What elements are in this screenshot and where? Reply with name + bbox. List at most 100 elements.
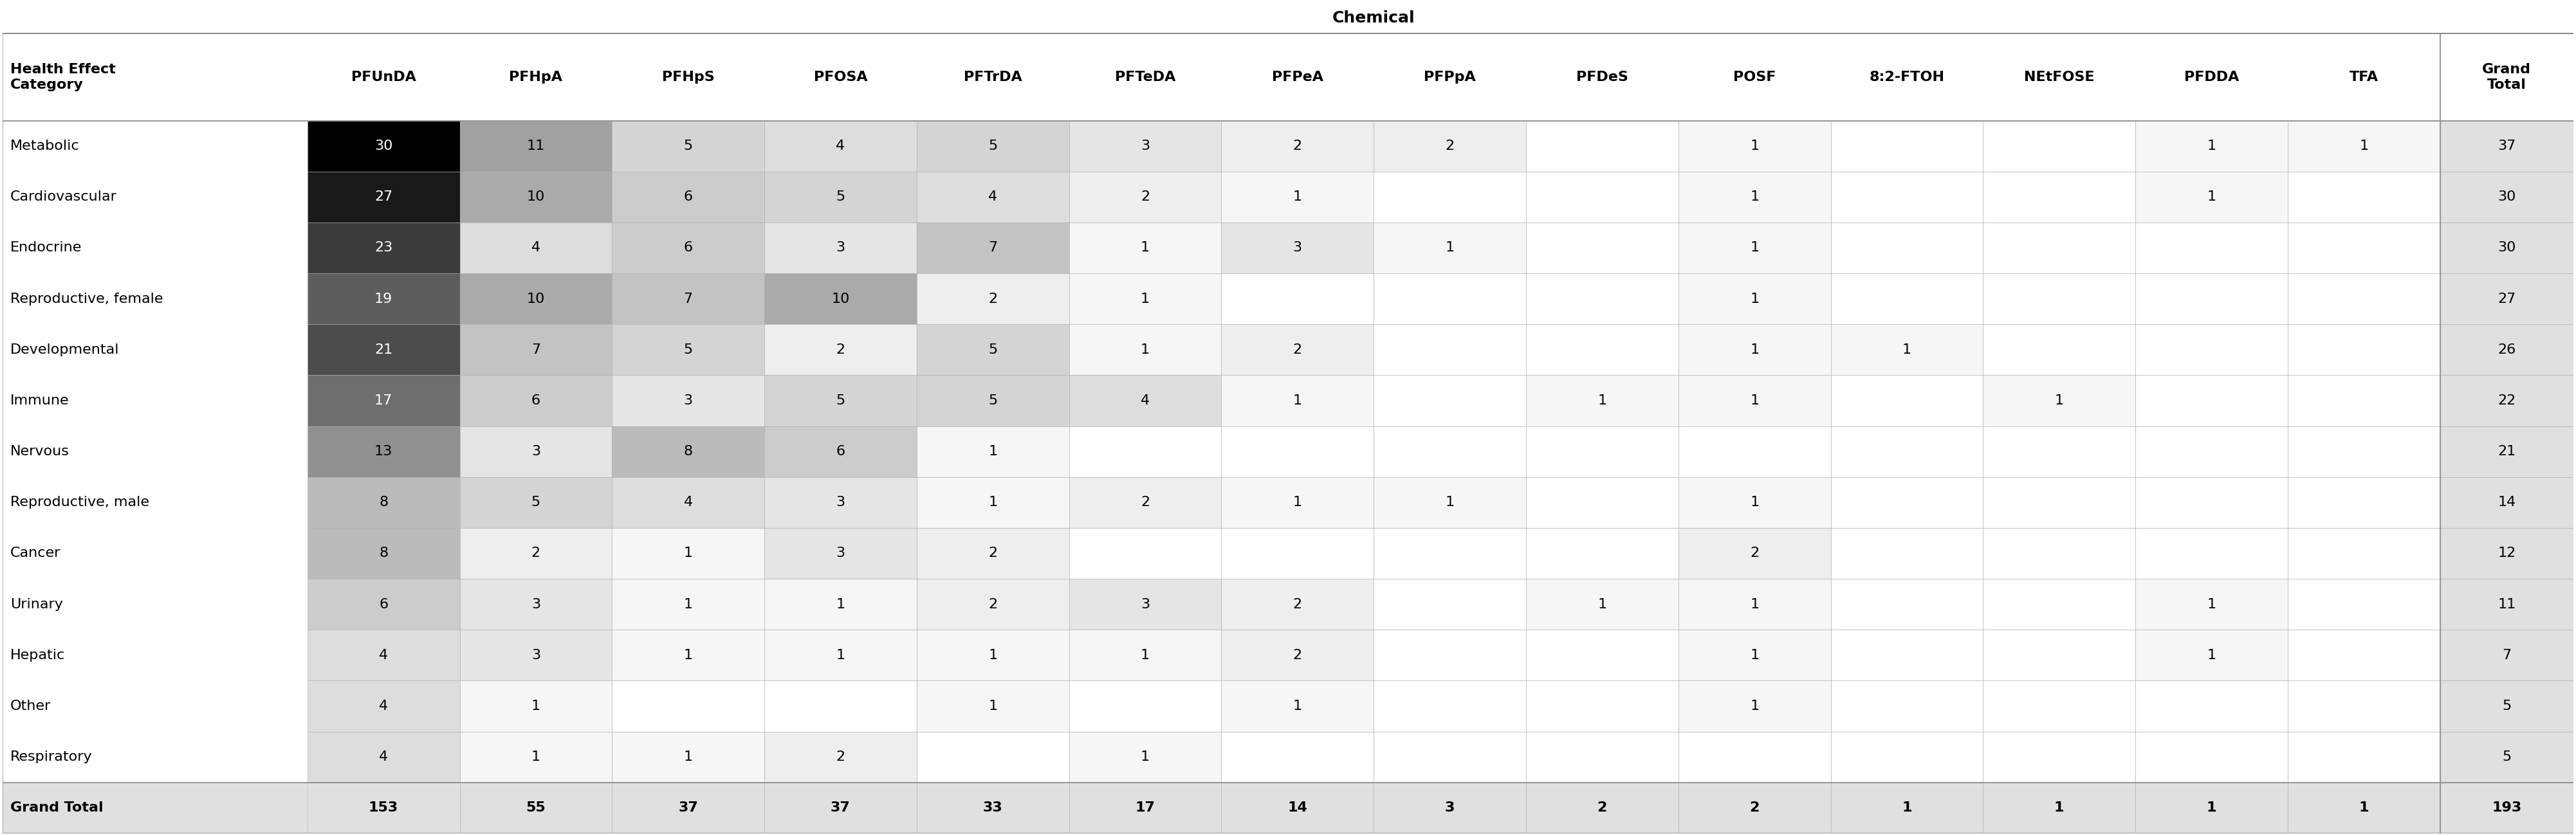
Text: 30: 30: [2499, 242, 2517, 254]
Text: 1: 1: [1901, 802, 1911, 814]
Bar: [765, 120, 917, 171]
Text: PFOSA: PFOSA: [814, 71, 868, 84]
Bar: [307, 222, 459, 273]
Bar: [613, 273, 765, 324]
Bar: [3, 782, 307, 833]
Text: 1: 1: [1293, 395, 1301, 407]
Text: 1: 1: [2053, 802, 2063, 814]
Bar: [1069, 273, 1221, 324]
Bar: [3, 732, 307, 782]
Bar: [459, 528, 613, 579]
Text: 1: 1: [1141, 344, 1149, 356]
Text: 3: 3: [1141, 140, 1149, 152]
Text: 55: 55: [526, 802, 546, 814]
Bar: [2439, 579, 2573, 630]
Bar: [3, 375, 307, 426]
Bar: [1373, 426, 1525, 477]
Text: Grand Total: Grand Total: [10, 802, 103, 814]
Bar: [917, 273, 1069, 324]
Bar: [2439, 273, 2573, 324]
Text: PFDDA: PFDDA: [2184, 71, 2239, 84]
Bar: [2287, 782, 2439, 833]
Bar: [2439, 732, 2573, 782]
Bar: [3, 681, 307, 732]
Bar: [1069, 477, 1221, 528]
Bar: [1984, 681, 2136, 732]
Text: 7: 7: [2501, 649, 2512, 661]
Bar: [917, 477, 1069, 528]
Bar: [1373, 630, 1525, 681]
Bar: [1832, 324, 1984, 375]
Bar: [1680, 732, 1832, 782]
Text: 1: 1: [837, 598, 845, 610]
Bar: [1069, 426, 1221, 477]
Bar: [2136, 273, 2287, 324]
Text: 5: 5: [2501, 700, 2512, 712]
Bar: [1832, 528, 1984, 579]
Bar: [1525, 732, 1680, 782]
Text: 1: 1: [1293, 191, 1301, 203]
Bar: [2136, 222, 2287, 273]
Text: 27: 27: [374, 191, 392, 203]
Bar: [1984, 222, 2136, 273]
Text: 2: 2: [989, 293, 997, 305]
Bar: [459, 782, 613, 833]
Text: PFPpA: PFPpA: [1425, 71, 1476, 84]
Text: 1: 1: [531, 751, 541, 763]
Bar: [1069, 171, 1221, 222]
Text: 1: 1: [1141, 293, 1149, 305]
Bar: [1525, 120, 1680, 171]
Text: PFTeDA: PFTeDA: [1115, 71, 1175, 84]
Bar: [459, 630, 613, 681]
Text: Hepatic: Hepatic: [10, 649, 64, 661]
Text: 17: 17: [1136, 802, 1154, 814]
Text: 4: 4: [379, 649, 389, 661]
Bar: [2136, 732, 2287, 782]
Bar: [2439, 426, 2573, 477]
Bar: [2136, 324, 2287, 375]
Bar: [613, 324, 765, 375]
Text: 1: 1: [683, 649, 693, 661]
Bar: [1832, 222, 1984, 273]
Text: 2: 2: [1293, 140, 1301, 152]
Bar: [1984, 477, 2136, 528]
Text: Nervous: Nervous: [10, 445, 70, 458]
Bar: [1221, 630, 1373, 681]
Text: 1: 1: [531, 700, 541, 712]
Bar: [1373, 171, 1525, 222]
Text: Endocrine: Endocrine: [10, 242, 82, 254]
Text: Urinary: Urinary: [10, 598, 62, 610]
Text: 1: 1: [1293, 496, 1301, 509]
Text: 1: 1: [1901, 344, 1911, 356]
Text: 153: 153: [368, 802, 399, 814]
Text: 3: 3: [1445, 802, 1455, 814]
Text: Reproductive, male: Reproductive, male: [10, 496, 149, 509]
Text: PFTrDA: PFTrDA: [963, 71, 1023, 84]
Text: 1: 1: [1597, 395, 1607, 407]
Bar: [2287, 477, 2439, 528]
Text: 2: 2: [1749, 547, 1759, 560]
Bar: [613, 120, 765, 171]
Text: 3: 3: [1141, 598, 1149, 610]
Text: 11: 11: [526, 140, 546, 152]
Bar: [765, 375, 917, 426]
Text: Reproductive, female: Reproductive, female: [10, 293, 162, 305]
Text: 4: 4: [531, 242, 541, 254]
Bar: [1832, 171, 1984, 222]
Bar: [2287, 579, 2439, 630]
Text: 1: 1: [2208, 598, 2215, 610]
Text: 2: 2: [1141, 496, 1149, 509]
Text: 1: 1: [2056, 395, 2063, 407]
Bar: [3, 273, 307, 324]
Bar: [3, 222, 307, 273]
Bar: [917, 120, 1069, 171]
Text: 1: 1: [989, 445, 997, 458]
Bar: [2136, 120, 2287, 171]
Bar: [765, 477, 917, 528]
Text: 2: 2: [1293, 344, 1301, 356]
Bar: [2287, 222, 2439, 273]
Bar: [2136, 426, 2287, 477]
Bar: [2136, 375, 2287, 426]
Bar: [1069, 222, 1221, 273]
Bar: [917, 375, 1069, 426]
